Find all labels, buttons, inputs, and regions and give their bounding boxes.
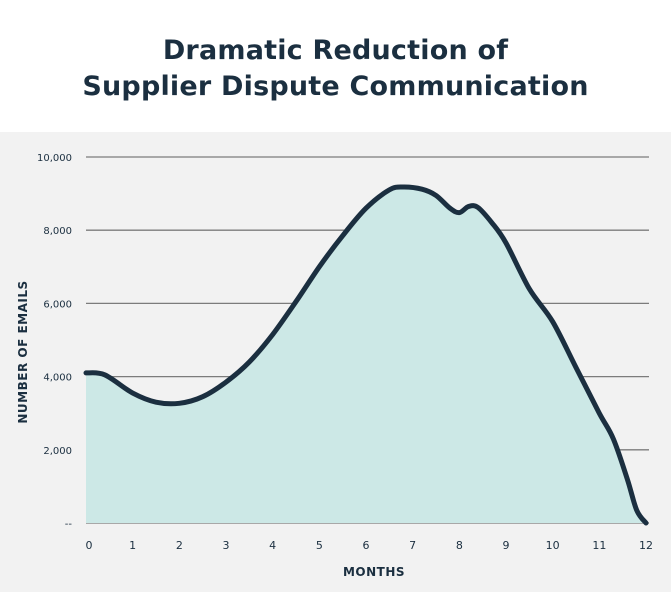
x-tick-label: 0 <box>86 539 93 552</box>
x-tick-label: 11 <box>592 539 606 552</box>
y-axis-ticks: -- 2,000 4,000 6,000 8,000 10,000 <box>37 153 72 530</box>
y-tick-label: 2,000 <box>43 446 72 457</box>
chart-title-line-2: Supplier Dispute Communication <box>82 71 589 102</box>
chart-title-line-1: Dramatic Reduction of <box>162 35 509 66</box>
x-tick-label: 6 <box>363 539 370 552</box>
y-tick-label: -- <box>65 519 73 530</box>
x-tick-label: 9 <box>503 539 510 552</box>
y-tick-label: 10,000 <box>37 153 72 164</box>
x-tick-label: 2 <box>176 539 183 552</box>
x-tick-label: 3 <box>223 539 230 552</box>
x-axis-label: MONTHS <box>343 565 405 579</box>
x-axis-ticks: 0 1 2 3 4 5 6 7 8 9 10 11 12 <box>86 539 654 552</box>
y-tick-label: 8,000 <box>43 226 72 237</box>
title-block: Dramatic Reduction of Supplier Dispute C… <box>0 0 671 132</box>
y-tick-label: 4,000 <box>43 373 72 384</box>
series-line <box>83 184 649 526</box>
y-tick-label: 6,000 <box>43 299 72 310</box>
x-tick-label: 12 <box>639 539 653 552</box>
x-tick-label: 7 <box>409 539 416 552</box>
x-tick-label: 8 <box>456 539 463 552</box>
y-axis-label: NUMBER OF EMAILS <box>16 280 30 423</box>
x-tick-label: 1 <box>129 539 136 552</box>
x-tick-label: 5 <box>316 539 323 552</box>
x-tick-label: 4 <box>269 539 276 552</box>
x-tick-label: 10 <box>546 539 560 552</box>
area-fill <box>86 186 646 523</box>
